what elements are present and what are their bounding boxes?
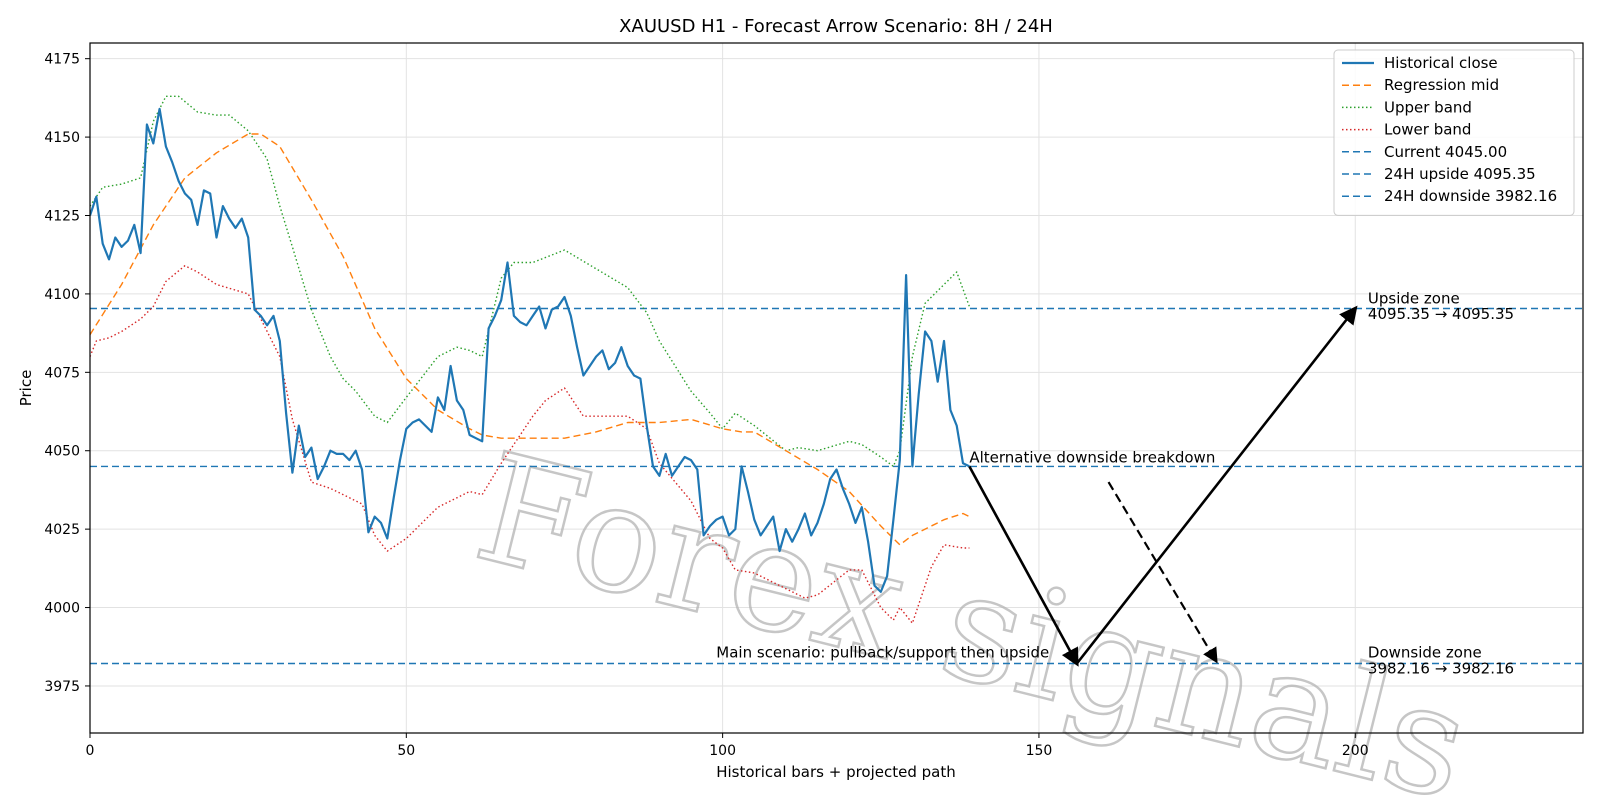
y-tick-label: 3975 <box>44 679 80 695</box>
plot-frame <box>89 42 1584 734</box>
x-tick-label: 100 <box>709 743 736 759</box>
legend: Historical close Regression mid Upper band… <box>1333 49 1575 216</box>
y-tick-label: 4125 <box>44 209 80 225</box>
x-tick-label: 200 <box>1342 743 1369 759</box>
legend-label-upper-band: Upper band <box>1384 98 1472 116</box>
annotation-downside-zone: Downside zone <box>1368 644 1482 662</box>
series-group <box>90 95 971 624</box>
scenario-arrow-2 <box>1075 305 1358 665</box>
scenario-arrows <box>968 305 1358 667</box>
annotation-alternative-downside-breakdown: Alternative downside breakdown <box>969 448 1215 466</box>
y-tick-label: 4050 <box>44 444 80 460</box>
annotation-4095-35-4095-35: 4095.35 → 4095.35 <box>1368 305 1514 323</box>
legend-label-current-4045-00: Current 4045.00 <box>1384 143 1507 161</box>
y-axis: 3975 4000 4025 4050 4075 4100 4125 4150 4175 <box>44 52 90 695</box>
x-tick-label: 0 <box>86 743 95 759</box>
legend-label-regression-mid: Regression mid <box>1384 76 1499 94</box>
x-tick-label: 150 <box>1026 743 1053 759</box>
horizontal-levels <box>90 307 1583 665</box>
series-line-regression-mid <box>90 133 970 546</box>
x-axis-label: Historical bars + projected path <box>716 763 956 781</box>
series-line-historical-close <box>90 107 970 594</box>
x-tick-label: 50 <box>397 743 415 759</box>
scenario-arrow-1 <box>968 465 1079 667</box>
y-tick-label: 4000 <box>44 601 80 617</box>
annotation-main-scenario-pullback-support-then-upside: Main scenario: pullback/support then ups… <box>716 644 1049 662</box>
y-tick-label: 4025 <box>44 522 80 538</box>
legend-box <box>1333 49 1575 216</box>
legend-label-lower-band: Lower band <box>1384 121 1471 139</box>
y-tick-label: 4175 <box>44 52 80 68</box>
series-line-lower-band <box>90 265 970 624</box>
legend-label-24h-upside-4095-35: 24H upside 4095.35 <box>1384 165 1536 183</box>
y-tick-label: 4075 <box>44 365 80 381</box>
y-tick-label: 4150 <box>44 130 80 146</box>
chart-title: XAUUSD H1 - Forecast Arrow Scenario: 8H … <box>619 16 1053 37</box>
annotation-upside-zone: Upside zone <box>1368 289 1460 307</box>
y-tick-label: 4100 <box>44 287 80 303</box>
legend-label-historical-close: Historical close <box>1384 54 1498 72</box>
series-line-upper-band <box>90 95 971 468</box>
grid <box>89 43 1583 733</box>
scenario-arrow-3 <box>1107 481 1218 664</box>
y-axis-label: Price <box>17 370 35 407</box>
annotation-3982-16-3982-16: 3982.16 → 3982.16 <box>1368 659 1514 677</box>
legend-label-24h-downside-3982-16: 24H downside 3982.16 <box>1384 187 1557 205</box>
x-axis: 0 50 100 150 200 <box>86 733 1369 759</box>
